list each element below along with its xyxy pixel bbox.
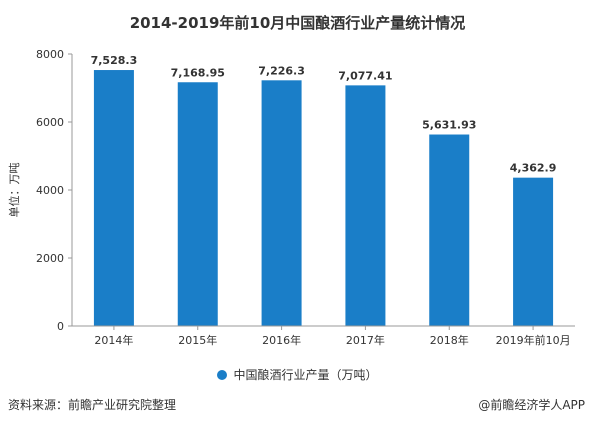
- y-axis: 0 2000 4000 6000 8000: [36, 48, 73, 333]
- y-tick-label: 6000: [36, 116, 64, 129]
- legend-label: 中国酿酒行业产量（万吨）: [233, 368, 378, 382]
- chart-title: 2014-2019年前10月中国酿酒行业产量统计情况: [129, 14, 466, 32]
- source-note: 资料来源：前瞻产业研究院整理: [8, 398, 177, 412]
- legend-marker: [217, 370, 228, 380]
- data-label: 7,077.41: [338, 69, 392, 82]
- x-tick-label: 2015年: [178, 333, 217, 347]
- legend: 中国酿酒行业产量（万吨）: [0, 366, 595, 383]
- brand-note: @前瞻经济学人APP: [478, 398, 585, 412]
- bar: [345, 85, 386, 326]
- bars: 7,528.3 7,168.95 7,226.3 7,077.41 5,631.93 4,…: [91, 54, 557, 326]
- x-tick-label: 2017年: [346, 333, 385, 347]
- bar: [513, 177, 554, 326]
- y-tick-label: 4000: [36, 184, 64, 197]
- data-label: 5,631.93: [422, 119, 476, 132]
- y-tick-label: 2000: [36, 252, 64, 265]
- bar: [429, 134, 470, 326]
- x-tick-label: 2016年: [262, 333, 301, 347]
- y-tick-label: 8000: [36, 48, 64, 61]
- x-tick-label: 2019年前10月: [496, 333, 571, 347]
- data-label: 4,362.9: [510, 162, 557, 175]
- bar: [93, 70, 134, 326]
- y-tick-label: 0: [57, 320, 64, 333]
- y-axis-label: 单位：万吨: [7, 163, 21, 218]
- x-tick-label: 2014年: [94, 333, 133, 347]
- bar: [261, 80, 302, 326]
- data-label: 7,528.3: [91, 54, 138, 67]
- data-label: 7,168.95: [171, 66, 225, 79]
- x-tick-label: 2018年: [430, 333, 469, 347]
- x-axis: 2014年 2015年 2016年 2017年 2018年 2019年前10月: [72, 325, 575, 347]
- data-label: 7,226.3: [258, 64, 305, 77]
- bar: [177, 82, 218, 326]
